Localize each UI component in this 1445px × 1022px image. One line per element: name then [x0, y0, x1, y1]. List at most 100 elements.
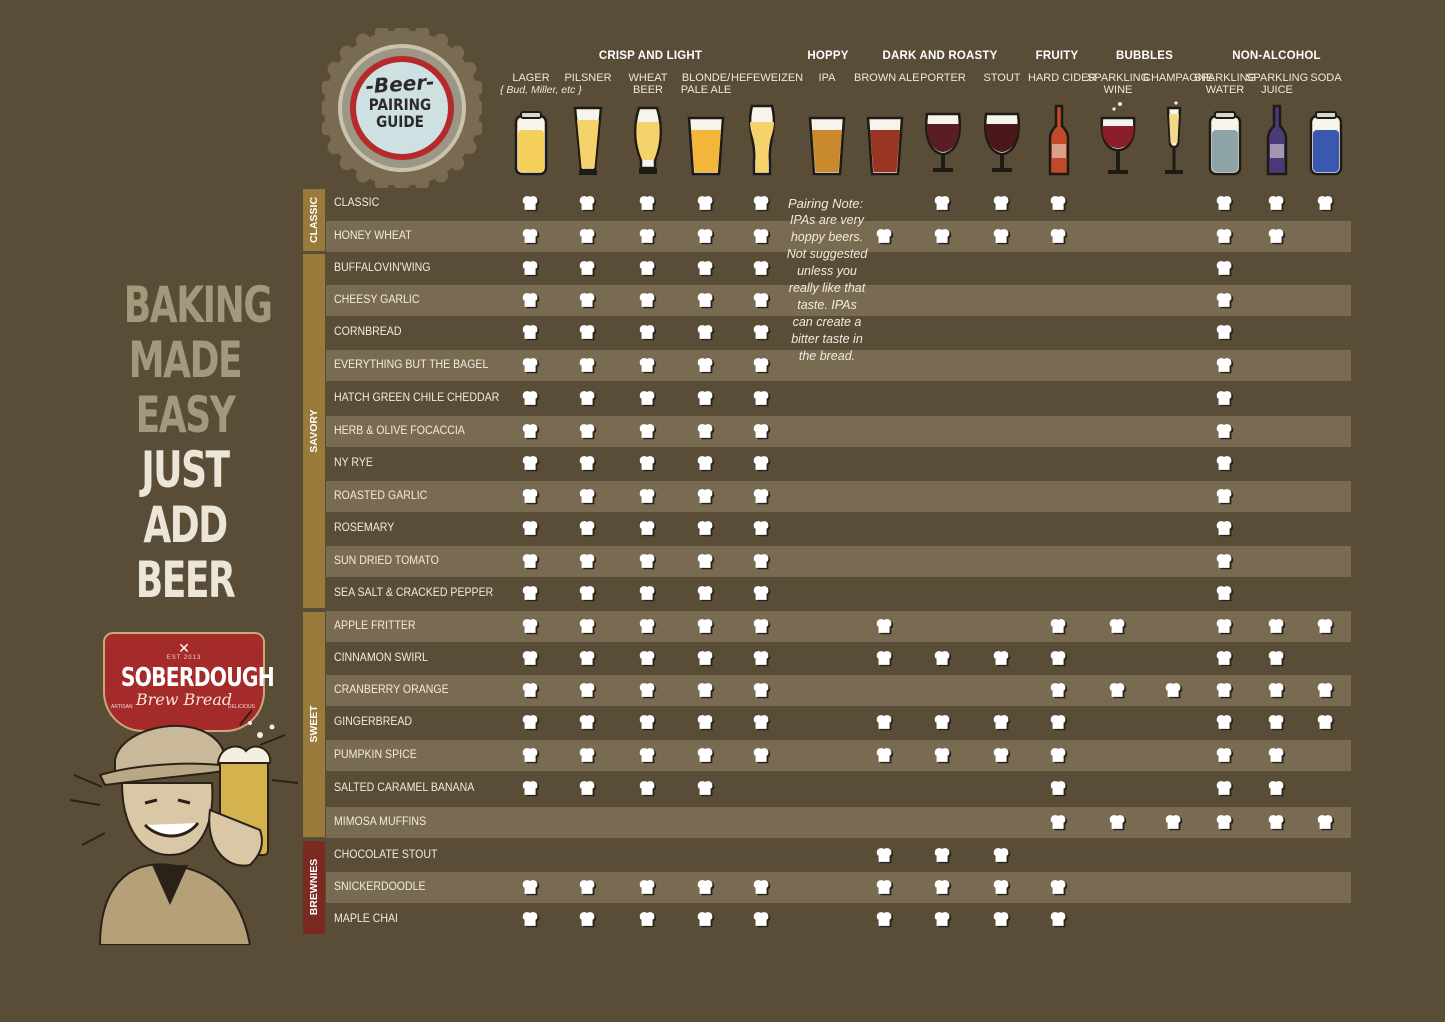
bread-slice-icon	[876, 748, 894, 764]
bread-slice-icon	[1165, 815, 1183, 831]
logo-pairing: PAIRING	[368, 95, 432, 114]
row-label: ROSEMARY	[334, 520, 395, 534]
bread-slice-icon	[1050, 619, 1068, 635]
column-label: BROWN ALE	[854, 72, 920, 84]
bread-slice-icon	[876, 651, 894, 667]
bread-slice-icon	[993, 912, 1011, 928]
bread-slice-icon	[1216, 748, 1234, 764]
bread-slice-icon	[639, 261, 657, 277]
bread-slice-icon	[753, 880, 771, 896]
brand-name: SOBERDOUGH	[120, 663, 275, 693]
category-label: BUBBLES	[1116, 50, 1173, 62]
bread-slice-icon	[753, 325, 771, 341]
column-label: PILSNER	[564, 72, 612, 84]
row-label: EVERYTHING BUT THE BAGEL	[334, 357, 489, 371]
bread-slice-icon	[1050, 781, 1068, 797]
row-label: APPLE FRITTER	[334, 618, 416, 632]
bread-slice-icon	[993, 651, 1011, 667]
column-note: { Bud, Miller, etc }	[500, 84, 582, 96]
bread-slice-icon	[697, 521, 715, 537]
bread-slice-icon	[639, 912, 657, 928]
bread-slice-icon	[639, 586, 657, 602]
group-label: BREWNIES	[308, 858, 320, 916]
bread-slice-icon	[993, 229, 1011, 245]
table-row	[326, 480, 1351, 512]
row-label: NY RYE	[334, 455, 373, 469]
row-label: HATCH GREEN CHILE CHEDDAR	[334, 390, 500, 404]
bread-slice-icon	[522, 424, 540, 440]
bread-slice-icon	[579, 489, 597, 505]
bread-slice-icon	[1050, 715, 1068, 731]
bread-slice-icon	[753, 293, 771, 309]
can-glass-icon	[1309, 111, 1343, 176]
bread-slice-icon	[753, 619, 771, 635]
bread-slice-icon	[1317, 715, 1335, 731]
bread-slice-icon	[522, 521, 540, 537]
bread-slice-icon	[639, 781, 657, 797]
brand-left-tag: ARTISAN	[111, 704, 133, 710]
column-header: PILSNER	[557, 72, 619, 84]
bread-slice-icon	[579, 651, 597, 667]
bread-slice-icon	[639, 748, 657, 764]
bread-slice-icon	[639, 358, 657, 374]
pint-glass-icon	[866, 116, 904, 176]
pairing-note-text: IPAs are very hoppy beers. Not suggested…	[786, 213, 868, 363]
bread-slice-icon	[1216, 781, 1234, 797]
row-label: HONEY WHEAT	[334, 228, 412, 242]
bread-slice-icon	[1268, 683, 1286, 699]
bread-slice-icon	[753, 748, 771, 764]
bread-slice-icon	[697, 683, 715, 699]
logo-text: -Beer- PAIRING GUIDE	[340, 70, 460, 131]
bread-slice-icon	[753, 715, 771, 731]
bread-slice-icon	[697, 715, 715, 731]
bread-slice-icon	[753, 261, 771, 277]
bread-slice-icon	[1216, 293, 1234, 309]
bread-slice-icon	[522, 229, 540, 245]
bread-slice-icon	[876, 229, 894, 245]
bread-slice-icon	[639, 293, 657, 309]
column-header: SPARKLING WATER	[1194, 72, 1256, 96]
row-label: PUMPKIN SPICE	[334, 747, 417, 761]
bread-slice-icon	[522, 554, 540, 570]
table-row	[326, 806, 1351, 838]
bread-slice-icon	[1050, 815, 1068, 831]
bread-slice-icon	[522, 489, 540, 505]
bread-slice-icon	[639, 880, 657, 896]
column-label: HARD CIDER	[1028, 72, 1097, 84]
column-label: BLONDE/ PALE ALE	[680, 72, 732, 96]
bread-slice-icon	[1050, 880, 1068, 896]
bread-slice-icon	[1216, 358, 1234, 374]
bread-slice-icon	[876, 880, 894, 896]
column-header: BLONDE/ PALE ALE	[675, 72, 737, 96]
bread-slice-icon	[753, 521, 771, 537]
bread-slice-icon	[697, 880, 715, 896]
bread-slice-icon	[697, 586, 715, 602]
bread-slice-icon	[753, 586, 771, 602]
bread-slice-icon	[579, 781, 597, 797]
bread-slice-icon	[639, 489, 657, 505]
row-label: SALTED CARAMEL BANANA	[334, 780, 475, 794]
category-label: NON-ALCOHOL	[1232, 50, 1321, 62]
logo-guide: GUIDE	[376, 112, 424, 131]
bread-slice-icon	[1268, 715, 1286, 731]
bread-slice-icon	[753, 229, 771, 245]
bread-slice-icon	[522, 683, 540, 699]
bread-slice-icon	[579, 229, 597, 245]
bread-slice-icon	[1317, 619, 1335, 635]
bread-slice-icon	[934, 229, 952, 245]
bread-slice-icon	[522, 651, 540, 667]
bread-slice-icon	[697, 391, 715, 407]
row-label: CRANBERRY ORANGE	[334, 682, 449, 696]
bread-slice-icon	[522, 456, 540, 472]
bread-slice-icon	[934, 715, 952, 731]
bread-slice-icon	[639, 651, 657, 667]
column-label: SPARKLING WINE	[1087, 72, 1150, 96]
row-label: BUFFALOVIN'WING	[334, 260, 431, 274]
row-label: CHEESY GARLIC	[334, 292, 420, 306]
bread-slice-icon	[522, 358, 540, 374]
group-label: SAVORY	[308, 408, 320, 453]
tagline-line: JUST	[141, 441, 230, 499]
bread-slice-icon	[753, 456, 771, 472]
bread-slice-icon	[697, 748, 715, 764]
